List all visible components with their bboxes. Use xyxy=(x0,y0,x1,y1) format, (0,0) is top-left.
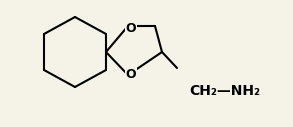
Text: O: O xyxy=(126,21,136,35)
Text: O: O xyxy=(126,67,136,81)
Text: CH₂—NH₂: CH₂—NH₂ xyxy=(190,84,260,98)
